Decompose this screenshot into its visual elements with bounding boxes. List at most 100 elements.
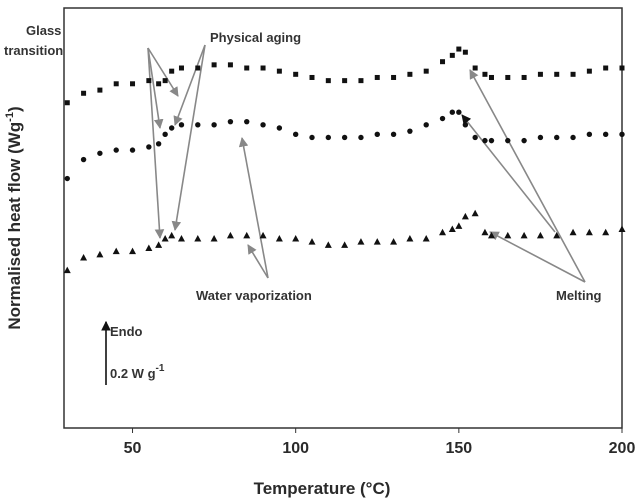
marker: [448, 225, 456, 233]
marker: [156, 81, 162, 87]
marker: [341, 134, 348, 141]
scale-bar-label-sup: -1: [156, 363, 165, 374]
marker: [423, 122, 429, 128]
marker: [276, 68, 282, 74]
marker: [471, 209, 479, 217]
annotation: Physical aging: [210, 30, 301, 45]
marker: [449, 52, 455, 58]
marker: [342, 78, 348, 84]
marker: [80, 156, 87, 163]
marker: [146, 144, 152, 150]
annotation: Melting: [556, 288, 602, 303]
marker: [211, 62, 217, 68]
marker: [374, 74, 380, 80]
x-tick-label: 100: [282, 440, 309, 457]
marker: [195, 65, 201, 71]
marker: [325, 78, 331, 84]
marker: [407, 128, 413, 134]
marker: [168, 125, 175, 131]
marker: [260, 122, 266, 128]
marker: [259, 231, 267, 239]
marker: [439, 228, 447, 236]
marker: [536, 231, 544, 239]
marker: [129, 147, 136, 153]
marker: [275, 235, 283, 242]
marker: [602, 131, 609, 138]
marker: [63, 266, 71, 274]
marker: [168, 231, 176, 239]
marker: [113, 81, 119, 87]
marker: [308, 238, 316, 245]
marker: [440, 59, 446, 65]
marker: [260, 65, 266, 71]
marker: [449, 109, 456, 115]
marker: [482, 71, 488, 77]
marker: [455, 222, 463, 229]
marker: [276, 125, 283, 131]
annotation: Water vaporization: [196, 288, 312, 303]
marker: [162, 131, 168, 138]
marker: [570, 134, 576, 141]
marker: [292, 235, 300, 242]
marker: [504, 231, 512, 239]
marker: [169, 68, 175, 74]
marker: [325, 134, 332, 141]
marker: [554, 134, 560, 141]
marker: [97, 87, 103, 93]
marker: [586, 68, 592, 74]
marker: [195, 122, 201, 128]
marker: [358, 78, 364, 84]
marker: [537, 134, 544, 141]
marker: [292, 131, 299, 138]
marker: [456, 46, 462, 52]
marker: [80, 253, 88, 261]
scale-bar-label: 0.2 W g-1: [110, 363, 165, 381]
marker: [309, 74, 315, 80]
marker: [97, 150, 103, 156]
marker: [155, 241, 163, 248]
marker: [129, 247, 137, 255]
marker: [391, 74, 397, 80]
marker: [390, 131, 397, 138]
marker: [472, 134, 478, 141]
x-axis-label: Temperature (°C): [254, 479, 391, 498]
marker: [374, 131, 380, 138]
marker: [357, 238, 365, 245]
marker: [462, 49, 468, 55]
marker: [521, 74, 527, 80]
marker: [505, 137, 511, 144]
marker: [227, 62, 233, 68]
marker: [243, 231, 251, 239]
marker: [406, 235, 414, 242]
marker: [570, 71, 576, 77]
marker: [162, 78, 168, 84]
x-tick-label: 50: [124, 440, 142, 457]
marker: [619, 65, 625, 71]
x-tick-label: 150: [445, 440, 472, 457]
annotation: Glass: [26, 23, 61, 38]
marker: [585, 228, 593, 236]
marker: [96, 250, 104, 258]
annotation-arrows: [147, 44, 586, 283]
marker: [178, 122, 185, 128]
y-label-text: Normalised heat flow (Wg: [5, 122, 24, 330]
marker: [211, 122, 217, 128]
marker: [244, 65, 250, 71]
marker: [244, 118, 250, 125]
marker: [462, 122, 469, 128]
marker: [488, 137, 495, 144]
marker: [373, 238, 381, 245]
marker: [210, 235, 218, 242]
marker: [602, 228, 610, 236]
marker: [439, 115, 446, 122]
marker: [113, 147, 119, 153]
marker: [422, 235, 430, 242]
x-tick-label: 200: [609, 440, 636, 457]
marker: [456, 109, 462, 115]
marker: [481, 228, 489, 236]
annotation: Endo: [110, 324, 143, 339]
marker: [537, 71, 543, 77]
marker: [64, 100, 70, 106]
marker: [309, 134, 315, 141]
y-label-end: ): [5, 106, 24, 112]
